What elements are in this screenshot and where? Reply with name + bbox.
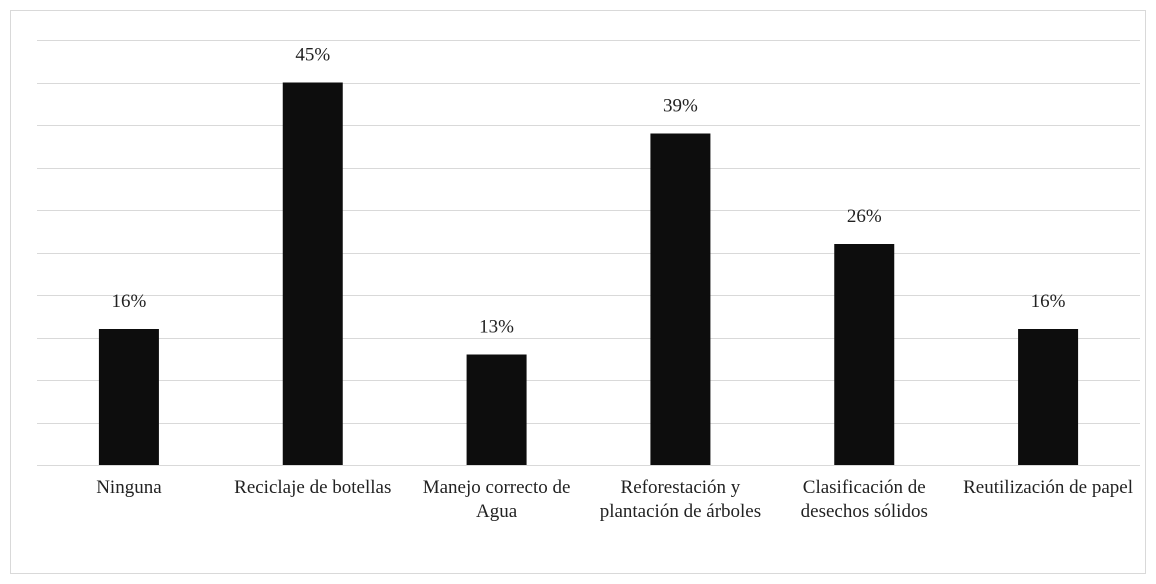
x-tick-label: Reciclaje de botellas	[234, 477, 392, 498]
data-label: 16%	[112, 291, 147, 312]
bar	[650, 133, 711, 465]
chart-border	[10, 10, 1146, 574]
bar	[834, 244, 895, 465]
data-label: 16%	[1031, 291, 1066, 312]
x-tick-label: Manejo correcto de Agua	[422, 477, 571, 522]
bar	[282, 82, 343, 465]
bar	[98, 329, 159, 465]
data-label: 39%	[663, 96, 698, 117]
data-label: 26%	[847, 206, 882, 227]
x-tick-label: Reforestación y plantación de árboles	[599, 477, 762, 522]
x-tick-label: Reutilización de papel	[963, 477, 1134, 498]
bar	[466, 354, 527, 465]
data-label: 45%	[295, 45, 330, 66]
bar	[1018, 329, 1079, 465]
x-tick-label: Ninguna	[96, 477, 162, 498]
x-tick-label: Clasificación de desechos sólidos	[800, 477, 928, 522]
data-label: 13%	[479, 317, 514, 338]
